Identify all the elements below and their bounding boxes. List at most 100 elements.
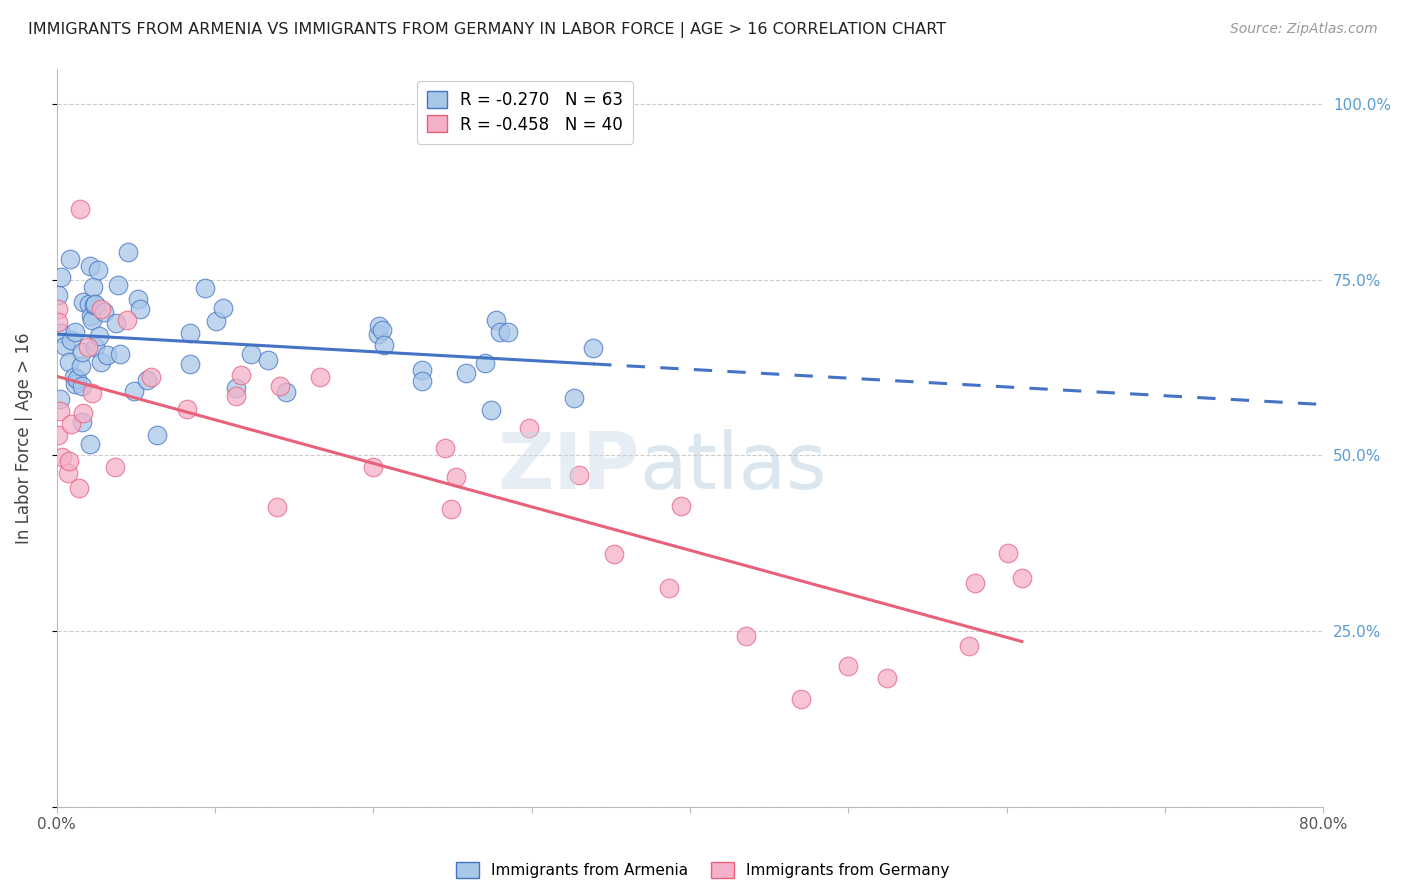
- Legend: R = -0.270   N = 63, R = -0.458   N = 40: R = -0.270 N = 63, R = -0.458 N = 40: [418, 80, 634, 144]
- Point: [146, 428, 169, 442]
- Point: [488, 325, 510, 339]
- Point: [51, 450, 73, 465]
- Point: [433, 442, 456, 456]
- Point: [58, 454, 80, 468]
- Point: [104, 460, 127, 475]
- Point: [440, 502, 463, 516]
- Point: [63, 370, 86, 384]
- Point: [204, 314, 226, 328]
- Point: [46, 301, 69, 316]
- Point: [77, 297, 100, 311]
- Point: [66, 371, 89, 385]
- Point: [658, 581, 681, 595]
- Point: [361, 460, 384, 475]
- Point: [231, 368, 253, 383]
- Point: [59, 252, 82, 266]
- Point: [276, 385, 298, 400]
- Legend: Immigrants from Armenia, Immigrants from Germany: Immigrants from Armenia, Immigrants from…: [450, 856, 956, 884]
- Text: Source: ZipAtlas.com: Source: ZipAtlas.com: [1230, 22, 1378, 37]
- Point: [90, 301, 112, 316]
- Point: [211, 301, 233, 316]
- Point: [77, 340, 100, 354]
- Point: [498, 325, 520, 339]
- Point: [53, 339, 76, 353]
- Y-axis label: In Labor Force | Age > 16: In Labor Force | Age > 16: [15, 332, 32, 543]
- Point: [479, 402, 502, 417]
- Point: [69, 202, 91, 217]
- Point: [58, 354, 80, 368]
- Point: [79, 437, 101, 451]
- Point: [127, 293, 149, 307]
- Point: [122, 384, 145, 399]
- Point: [269, 379, 291, 393]
- Point: [60, 334, 83, 348]
- Point: [70, 344, 93, 359]
- Point: [454, 366, 477, 380]
- Point: [194, 281, 217, 295]
- Point: [837, 659, 859, 673]
- Point: [67, 481, 90, 495]
- Point: [176, 402, 198, 417]
- Point: [79, 309, 101, 323]
- Text: atlas: atlas: [640, 429, 827, 505]
- Point: [568, 467, 591, 482]
- Point: [367, 327, 389, 342]
- Point: [734, 629, 756, 643]
- Point: [49, 403, 72, 417]
- Point: [446, 470, 468, 484]
- Point: [562, 391, 585, 405]
- Point: [957, 639, 980, 653]
- Point: [669, 500, 692, 514]
- Point: [86, 263, 108, 277]
- Point: [117, 244, 139, 259]
- Point: [373, 337, 395, 351]
- Point: [371, 323, 394, 337]
- Point: [225, 389, 247, 403]
- Point: [72, 294, 94, 309]
- Point: [225, 381, 247, 395]
- Point: [63, 325, 86, 339]
- Point: [789, 691, 811, 706]
- Point: [82, 279, 104, 293]
- Point: [56, 466, 79, 480]
- Point: [59, 417, 82, 431]
- Point: [129, 302, 152, 317]
- Point: [90, 355, 112, 369]
- Point: [72, 415, 94, 429]
- Point: [876, 671, 898, 685]
- Point: [104, 317, 127, 331]
- Point: [79, 259, 101, 273]
- Point: [49, 392, 72, 407]
- Point: [93, 305, 115, 319]
- Point: [80, 313, 103, 327]
- Text: IMMIGRANTS FROM ARMENIA VS IMMIGRANTS FROM GERMANY IN LABOR FORCE | AGE > 16 COR: IMMIGRANTS FROM ARMENIA VS IMMIGRANTS FR…: [28, 22, 946, 38]
- Point: [139, 369, 162, 384]
- Point: [46, 315, 69, 329]
- Point: [517, 421, 540, 435]
- Point: [49, 326, 72, 341]
- Point: [582, 341, 605, 355]
- Point: [309, 370, 332, 384]
- Point: [82, 386, 104, 401]
- Point: [179, 357, 201, 371]
- Point: [49, 270, 72, 285]
- Point: [72, 406, 94, 420]
- Point: [257, 352, 280, 367]
- Point: [107, 278, 129, 293]
- Point: [997, 546, 1019, 560]
- Point: [240, 347, 263, 361]
- Point: [83, 298, 105, 312]
- Point: [179, 326, 201, 341]
- Point: [70, 379, 93, 393]
- Point: [117, 312, 139, 326]
- Point: [46, 287, 69, 301]
- Point: [603, 547, 626, 561]
- Point: [84, 340, 107, 354]
- Point: [48, 427, 70, 442]
- Point: [485, 313, 508, 327]
- Point: [65, 377, 87, 392]
- Point: [266, 500, 288, 514]
- Point: [411, 363, 433, 377]
- Point: [411, 374, 433, 388]
- Point: [84, 297, 107, 311]
